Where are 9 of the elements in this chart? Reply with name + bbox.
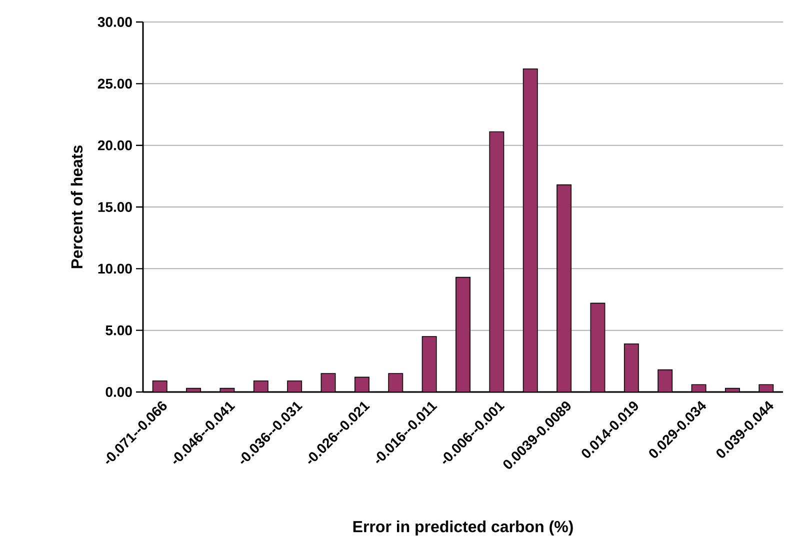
y-tick-label: 0.00 (106, 387, 132, 397)
y-tick-label: 30.00 (98, 17, 132, 27)
y-tick-label: 15.00 (98, 202, 132, 212)
y-tick-label: 25.00 (98, 78, 132, 89)
y-tick-label: 10.00 (98, 264, 132, 274)
y-tick-label: 5.00 (106, 325, 132, 336)
y-axis-title: Percent of heats (70, 145, 83, 268)
y-tick-label: 20.00 (98, 140, 132, 150)
x-axis-title: Error in predicted carbon (%) (353, 520, 573, 536)
